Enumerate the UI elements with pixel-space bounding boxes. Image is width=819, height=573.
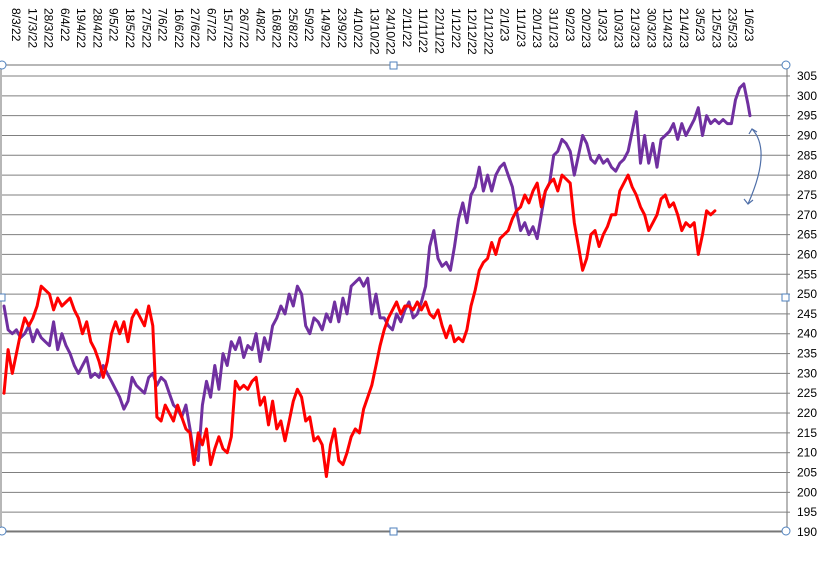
y-tick-label: 235 (797, 347, 817, 361)
x-tick-label: 30/3/23 (644, 8, 658, 48)
x-tick-label: 4/8/22 (253, 8, 267, 42)
x-tick-label: 15/7/22 (221, 8, 235, 48)
x-tick-label: 20/2/23 (579, 8, 593, 48)
y-tick-label: 265 (797, 228, 817, 242)
y-tick-label: 280 (797, 168, 817, 182)
x-tick-label: 24/10/22 (384, 8, 398, 55)
resize-handle-top-left[interactable] (0, 60, 7, 70)
resize-handle-bottom-right[interactable] (781, 526, 791, 536)
x-tick-label: 1/6/23 (742, 8, 756, 42)
y-tick-label: 270 (797, 208, 817, 222)
resize-handle-top-middle[interactable] (389, 61, 398, 70)
y-tick-label: 215 (797, 426, 817, 440)
x-tick-label: 4/10/22 (351, 8, 365, 48)
x-axis-tick-labels: 8/3/22 17/3/22 28/3/22 6/4/22 19/4/22 28/4/22… (9, 8, 756, 55)
x-tick-label: 21/4/23 (677, 8, 691, 48)
x-tick-label: 20/1/23 (530, 8, 544, 48)
x-tick-label: 7/6/22 (156, 8, 170, 42)
x-tick-label: 17/3/22 (25, 8, 39, 48)
x-tick-label: 31/1/23 (547, 8, 561, 48)
y-tick-label: 290 (797, 128, 817, 142)
x-tick-label: 1/3/23 (595, 8, 609, 42)
x-tick-label: 23/5/23 (726, 8, 740, 48)
y-tick-label: 230 (797, 366, 817, 380)
x-tick-label: 27/6/22 (188, 8, 202, 48)
series-line-1 (2, 82, 752, 463)
x-tick-label: 16/8/22 (270, 8, 284, 48)
x-tick-label: 21/12/22 (481, 8, 495, 55)
x-tick-label: 28/4/22 (90, 8, 104, 48)
resize-handle-bottom-left[interactable] (0, 526, 7, 536)
x-tick-label: 25/8/22 (286, 8, 300, 48)
x-tick-label: 11/11/22 (416, 8, 430, 53)
series-lines (2, 82, 752, 478)
x-tick-label: 12/12/22 (465, 8, 479, 55)
y-tick-label: 285 (797, 148, 817, 162)
y-tick-label: 195 (797, 505, 817, 519)
annotation-arrow-path (747, 128, 762, 205)
y-tick-label: 190 (797, 525, 817, 539)
annotation-arrowhead-top (748, 128, 758, 135)
x-tick-label: 12/4/23 (661, 8, 675, 48)
y-tick-label: 240 (797, 327, 817, 341)
x-tick-label: 12/5/23 (709, 8, 723, 48)
y-tick-label: 295 (797, 109, 817, 123)
annotation-arrowhead-bottom (743, 198, 754, 205)
y-tick-label: 275 (797, 188, 817, 202)
x-tick-label: 28/3/22 (42, 8, 56, 48)
selection-handles[interactable] (0, 60, 791, 536)
x-tick-label: 23/9/22 (335, 8, 349, 48)
x-tick-label: 2/1/23 (498, 8, 512, 42)
x-tick-label: 22/11/22 (433, 8, 447, 54)
y-tick-label: 205 (797, 466, 817, 480)
y-tick-label: 250 (797, 287, 817, 301)
x-tick-label: 6/7/22 (204, 8, 218, 42)
x-tick-label: 3/5/23 (693, 8, 707, 42)
x-tick-label: 21/3/23 (628, 8, 642, 48)
x-tick-label: 26/7/22 (237, 8, 251, 48)
x-tick-label: 11/1/23 (514, 8, 528, 47)
curved-double-arrow-annotation (743, 128, 762, 205)
x-tick-label: 2/11/22 (400, 8, 414, 47)
x-tick-label: 9/2/23 (563, 8, 577, 42)
resize-handle-middle-right[interactable] (781, 293, 790, 302)
y-tick-label: 220 (797, 406, 817, 420)
y-tick-label: 245 (797, 307, 817, 321)
y-tick-label: 300 (797, 89, 817, 103)
y-tick-label: 200 (797, 485, 817, 499)
x-tick-label: 19/4/22 (74, 8, 88, 48)
resize-handle-top-right[interactable] (781, 60, 791, 70)
x-tick-label: 27/5/22 (139, 8, 153, 48)
x-tick-label: 5/9/22 (302, 8, 316, 42)
y-tick-label: 305 (797, 69, 817, 83)
resize-handle-bottom-middle[interactable] (389, 527, 398, 536)
x-tick-label: 10/3/23 (612, 8, 626, 48)
x-tick-label: 9/5/22 (107, 8, 121, 42)
y-tick-label: 210 (797, 446, 817, 460)
series-line-2 (2, 173, 717, 478)
x-tick-label: 18/5/22 (123, 8, 137, 48)
y-tick-label: 260 (797, 247, 817, 261)
resize-handle-middle-left[interactable] (0, 293, 6, 302)
y-tick-label: 255 (797, 267, 817, 281)
y-axis-tick-labels: 190 195 200 205 210 215 220 225 230 235 240 245 250 2… (797, 69, 817, 539)
plot-frame (0, 64, 788, 532)
x-tick-label: 16/6/22 (172, 8, 186, 48)
x-tick-label: 6/4/22 (58, 8, 72, 42)
y-tick-label: 225 (797, 386, 817, 400)
x-tick-label: 13/10/22 (367, 8, 381, 55)
x-tick-label: 1/12/22 (449, 8, 463, 48)
x-tick-label: 14/9/22 (318, 8, 332, 48)
x-tick-label: 8/3/22 (9, 8, 23, 42)
